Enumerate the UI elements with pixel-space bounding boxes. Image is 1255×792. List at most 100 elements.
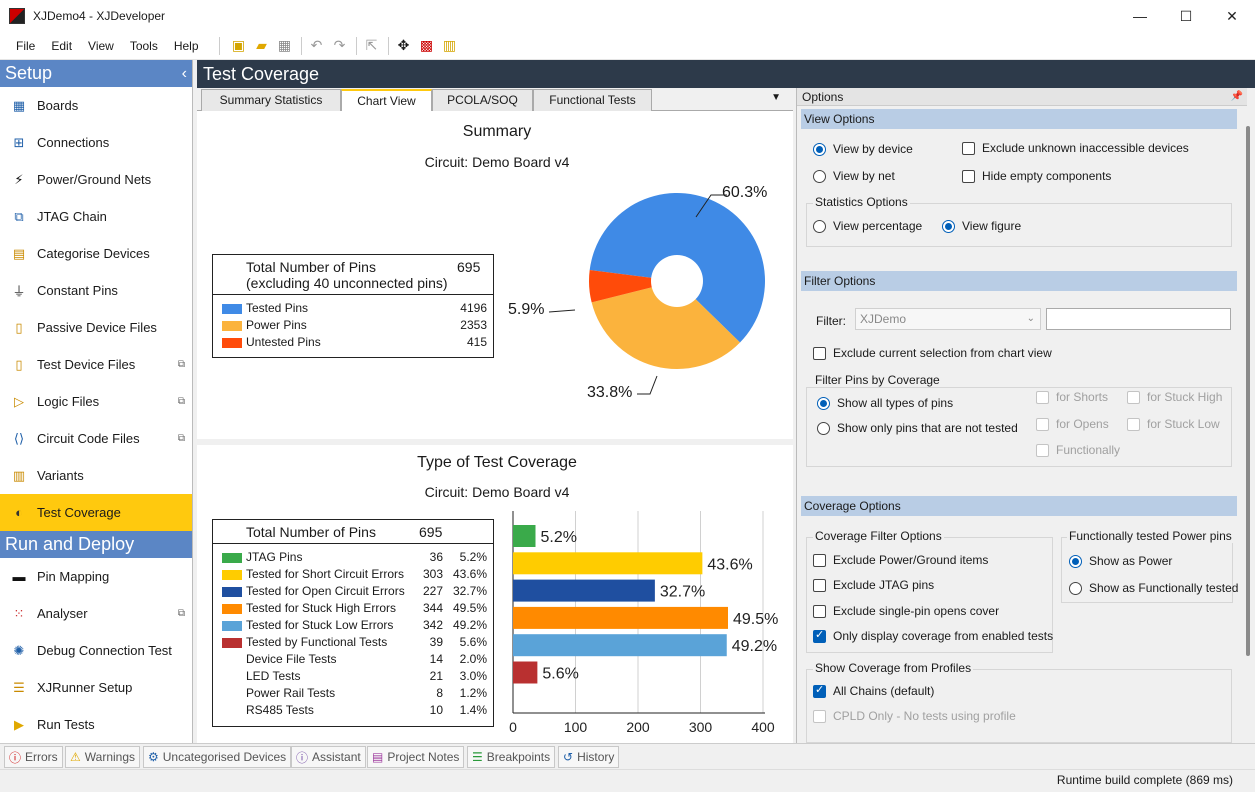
tab-summary-statistics[interactable]: Summary Statistics	[201, 89, 341, 111]
filter-select[interactable]: XJDemo ⌄	[855, 308, 1041, 330]
status-text: Runtime build complete (869 ms)	[1056, 773, 1233, 787]
device-icon[interactable]: ▥	[442, 37, 457, 53]
header-bar	[793, 60, 1255, 88]
move-icon[interactable]: ✥	[397, 37, 410, 53]
sidebar-item-xjrunner-setup[interactable]: ☰ XJRunner Setup	[0, 669, 192, 706]
show-all-pins-radio[interactable]: Show all types of pins	[817, 396, 953, 410]
exclude-jtag-checkbox[interactable]: Exclude JTAG pins	[813, 578, 934, 592]
redo-icon[interactable]: ↷	[333, 37, 346, 53]
tab-project-notes[interactable]: ▤ Project Notes	[367, 746, 465, 768]
donut-hole	[651, 255, 703, 307]
tab-chart-view[interactable]: Chart View	[341, 89, 432, 112]
save-icon[interactable]: ▦	[277, 37, 292, 53]
show-as-functional-radio[interactable]: Show as Functionally tested	[1069, 581, 1238, 595]
filter-text-input[interactable]	[1046, 308, 1231, 330]
sidebar-item-logic-files[interactable]: ▷ Logic Files ⧉	[0, 383, 192, 420]
sidebar-item-debug-connection-test[interactable]: ✺ Debug Connection Test	[0, 632, 192, 669]
view-percentage-radio[interactable]: View percentage	[813, 219, 922, 233]
collapse-chevron-icon[interactable]: ‹	[181, 65, 187, 82]
popout-icon[interactable]: ⧉	[177, 359, 185, 370]
sidebar-item-variants[interactable]: ▥ Variants	[0, 457, 192, 494]
menu-file[interactable]: File	[16, 38, 36, 53]
hide-empty-checkbox[interactable]: Hide empty components	[962, 169, 1111, 183]
tab-functional-tests[interactable]: Functional Tests	[533, 89, 652, 111]
sidebar-item-test-device-files[interactable]: ▯ Test Device Files ⧉	[0, 346, 192, 383]
show-not-tested-radio[interactable]: Show only pins that are not tested	[817, 421, 1018, 435]
legend-label: Device File Tests	[246, 652, 337, 666]
legend-label: RS485 Tests	[246, 703, 314, 717]
view-by-net-radio[interactable]: View by net	[813, 169, 895, 183]
exclude-selection-checkbox[interactable]: Exclude current selection from chart vie…	[813, 346, 1052, 360]
tab-dropdown-icon[interactable]: ▼	[771, 92, 781, 103]
run-deploy-header[interactable]: Run and Deploy	[0, 531, 192, 558]
sidebar-item-jtag-chain[interactable]: ⧉ JTAG Chain	[0, 198, 192, 235]
tab-uncategorised-devices[interactable]: ⚙ Uncategorised Devices	[143, 746, 292, 768]
checkbox-icon	[813, 578, 826, 592]
scroll-thumb[interactable]	[1246, 126, 1250, 656]
legend-label: Power Pins	[246, 318, 307, 332]
exclude-unknown-checkbox[interactable]: Exclude unknown inaccessible devices	[962, 141, 1189, 155]
options-scrollbar[interactable]	[1243, 106, 1255, 743]
legend-value: 21	[429, 669, 443, 683]
sidebar-item-analyser[interactable]: ⁙ Analyser ⧉	[0, 595, 192, 632]
sidebar-item-boards[interactable]: ▦ Boards	[0, 87, 192, 124]
menu-help[interactable]: Help	[173, 38, 199, 53]
sidebar-item-circuit-code-files[interactable]: ⟨⟩ Circuit Code Files ⧉	[0, 420, 192, 457]
option-label: Show only pins that are not tested	[837, 421, 1018, 435]
exclude-single-pin-checkbox[interactable]: Exclude single-pin opens cover	[813, 604, 999, 618]
radio-icon	[813, 219, 826, 233]
tab-pcola-soq[interactable]: PCOLA/SOQ	[432, 89, 533, 111]
exclude-power-checkbox[interactable]: Exclude Power/Ground items	[813, 553, 988, 567]
sidebar-item-categorise-devices[interactable]: ▤ Categorise Devices	[0, 235, 192, 272]
sidebar-item-run-tests[interactable]: ▶ Run Tests	[0, 706, 192, 743]
minimize-button[interactable]: —	[1133, 8, 1147, 24]
assistant-icon: ⓘ	[296, 750, 309, 765]
legend-swatch	[222, 621, 242, 631]
sidebar-item-pin-mapping[interactable]: ▬ Pin Mapping	[0, 558, 192, 595]
export-icon[interactable]: ⇱	[365, 37, 378, 53]
popout-icon[interactable]: ⧉	[177, 608, 185, 619]
show-as-power-radio[interactable]: Show as Power	[1069, 554, 1172, 568]
sidebar-item-passive-device-files[interactable]: ▯ Passive Device Files	[0, 309, 192, 346]
tab-errors[interactable]: ⓘ Errors	[4, 746, 63, 768]
pin-icon[interactable]: 📌	[1230, 91, 1243, 102]
sidebar-item-test-coverage[interactable]: ◐ Test Coverage	[0, 494, 192, 531]
constant-pins-icon: ⏚	[12, 284, 26, 299]
maximize-button[interactable]: ☐	[1179, 7, 1193, 24]
only-enabled-tests-checkbox[interactable]: Only display coverage from enabled tests	[813, 628, 1053, 643]
menu-edit[interactable]: Edit	[51, 38, 73, 53]
for-shorts-checkbox[interactable]: for Shorts	[1036, 390, 1108, 404]
popout-icon[interactable]: ⧉	[177, 433, 185, 444]
sidebar-item-constant-pins[interactable]: ⏚ Constant Pins	[0, 272, 192, 309]
tab-label: Warnings	[84, 750, 136, 764]
view-by-device-radio[interactable]: View by device	[813, 142, 913, 156]
setup-header[interactable]: Setup ‹	[0, 60, 192, 87]
tab-label: History	[577, 750, 615, 764]
legend-row: Tested for Short Circuit Errors 303 43.6%	[213, 566, 493, 583]
new-project-icon[interactable]: ▣	[231, 37, 246, 53]
tab-warnings[interactable]: ⚠ Warnings	[65, 746, 141, 768]
tab-breakpoints[interactable]: ☰ Breakpoints	[467, 746, 556, 768]
pie-slice-power-pins	[591, 281, 741, 369]
legend-percent: 3.0%	[459, 669, 487, 683]
legend-row: LED Tests 21 3.0%	[213, 668, 493, 685]
functionally-checkbox[interactable]: Functionally	[1036, 443, 1120, 457]
popout-icon[interactable]: ⧉	[177, 396, 185, 407]
for-stuck-low-checkbox[interactable]: for Stuck Low	[1127, 417, 1220, 431]
for-opens-checkbox[interactable]: for Opens	[1036, 417, 1109, 431]
menu-tools[interactable]: Tools	[129, 38, 158, 53]
tab-assistant[interactable]: ⓘ Assistant	[291, 746, 366, 768]
history-icon: ↺	[563, 750, 574, 764]
cpld-only-checkbox[interactable]: CPLD Only - No tests using profile	[813, 709, 1016, 723]
sidebar-item-power-ground-nets[interactable]: ⚡ Power/Ground Nets	[0, 161, 192, 198]
undo-icon[interactable]: ↶	[310, 37, 323, 53]
chip-icon[interactable]: ▩	[419, 37, 434, 53]
sidebar-item-connections[interactable]: ⊞ Connections	[0, 124, 192, 161]
menu-view[interactable]: View	[88, 38, 114, 53]
open-folder-icon[interactable]: ▰	[256, 37, 267, 53]
for-stuck-high-checkbox[interactable]: for Stuck High	[1127, 390, 1222, 404]
all-chains-checkbox[interactable]: All Chains (default)	[813, 683, 934, 698]
tab-history[interactable]: ↺ History	[558, 746, 620, 768]
view-figure-radio[interactable]: View figure	[942, 219, 1021, 233]
close-button[interactable]: ✕	[1226, 7, 1238, 24]
